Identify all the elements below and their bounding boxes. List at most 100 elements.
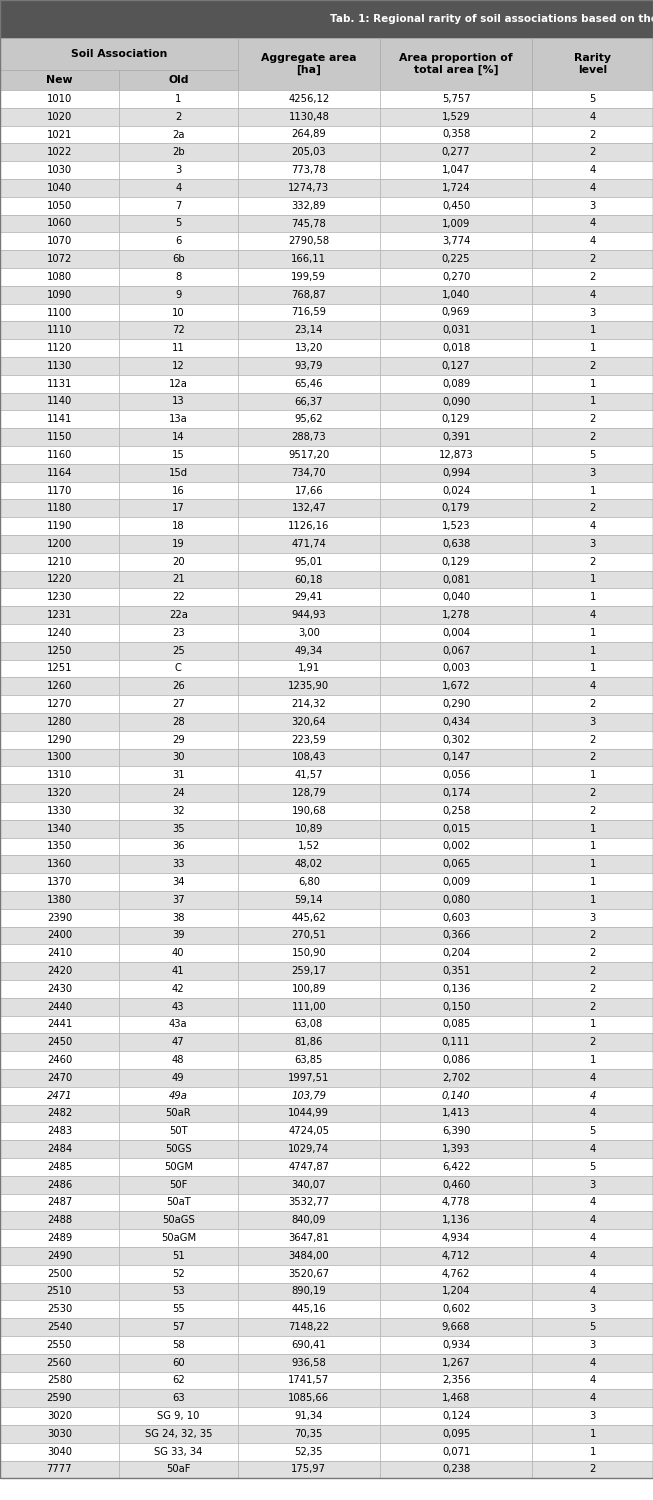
- Text: 50GM: 50GM: [164, 1162, 193, 1172]
- Text: 65,46: 65,46: [295, 378, 323, 388]
- Text: 0,238: 0,238: [442, 1464, 470, 1474]
- Bar: [532, 909, 653, 927]
- Text: 2: 2: [590, 948, 596, 958]
- Text: 0,270: 0,270: [442, 272, 470, 282]
- Bar: [532, 694, 653, 712]
- Text: 1,136: 1,136: [442, 1215, 470, 1225]
- Bar: [532, 482, 653, 500]
- Text: New: New: [46, 75, 72, 86]
- Bar: [0, 1300, 119, 1318]
- Bar: [532, 802, 653, 820]
- Bar: [380, 1300, 532, 1318]
- Bar: [238, 766, 380, 784]
- Text: 0,071: 0,071: [442, 1446, 470, 1456]
- Text: 40: 40: [172, 948, 185, 958]
- Bar: [380, 1104, 532, 1122]
- Bar: [238, 606, 380, 624]
- Text: 21: 21: [172, 574, 185, 585]
- Text: 0,015: 0,015: [442, 824, 470, 834]
- Text: 14: 14: [172, 432, 185, 442]
- Bar: [0, 126, 119, 144]
- Text: 223,59: 223,59: [291, 735, 326, 744]
- Bar: [532, 1300, 653, 1318]
- Bar: [0, 891, 119, 909]
- Bar: [0, 1264, 119, 1282]
- Text: 2484: 2484: [47, 1144, 72, 1154]
- Text: 11: 11: [172, 344, 185, 352]
- Text: 2488: 2488: [47, 1215, 72, 1225]
- Text: 5: 5: [590, 450, 596, 460]
- Bar: [119, 214, 238, 232]
- Bar: [532, 108, 653, 126]
- Bar: [238, 160, 380, 178]
- Text: 3520,67: 3520,67: [289, 1269, 329, 1278]
- Bar: [0, 1212, 119, 1228]
- Text: 49,34: 49,34: [295, 645, 323, 656]
- Bar: [0, 214, 119, 232]
- Bar: [532, 1088, 653, 1104]
- Bar: [119, 1282, 238, 1300]
- Bar: [238, 1104, 380, 1122]
- Bar: [119, 748, 238, 766]
- Text: 72: 72: [172, 326, 185, 336]
- Bar: [238, 286, 380, 303]
- Bar: [119, 339, 238, 357]
- Bar: [380, 1158, 532, 1176]
- Text: 2530: 2530: [47, 1305, 72, 1314]
- Bar: [0, 624, 119, 642]
- Bar: [0, 1016, 119, 1034]
- Bar: [380, 303, 532, 321]
- Text: 2482: 2482: [47, 1108, 72, 1119]
- Bar: [380, 500, 532, 517]
- Text: 43a: 43a: [169, 1020, 187, 1029]
- Bar: [238, 38, 380, 90]
- Text: 0,024: 0,024: [442, 486, 470, 495]
- Bar: [0, 108, 119, 126]
- Text: Area proportion of
total area [%]: Area proportion of total area [%]: [399, 53, 513, 75]
- Text: 62: 62: [172, 1376, 185, 1386]
- Text: 3: 3: [175, 165, 182, 176]
- Text: 1: 1: [590, 645, 596, 656]
- Bar: [238, 945, 380, 962]
- Text: 2483: 2483: [47, 1126, 72, 1137]
- Text: 936,58: 936,58: [291, 1358, 326, 1368]
- Text: 270,51: 270,51: [291, 930, 326, 940]
- Bar: [380, 712, 532, 730]
- Bar: [380, 108, 532, 126]
- Text: 3484,00: 3484,00: [289, 1251, 329, 1262]
- Text: 3647,81: 3647,81: [289, 1233, 329, 1244]
- Text: 2: 2: [590, 984, 596, 994]
- Text: 0,111: 0,111: [442, 1038, 470, 1047]
- Bar: [119, 1088, 238, 1104]
- Text: 50GS: 50GS: [165, 1144, 191, 1154]
- Text: 0,602: 0,602: [442, 1305, 470, 1314]
- Bar: [532, 730, 653, 748]
- Text: 2487: 2487: [47, 1197, 72, 1208]
- Text: 1140: 1140: [47, 396, 72, 406]
- Bar: [238, 303, 380, 321]
- Bar: [119, 375, 238, 393]
- Text: 0,136: 0,136: [442, 984, 470, 994]
- Bar: [0, 196, 119, 214]
- Text: 2: 2: [175, 111, 182, 122]
- Text: 2: 2: [590, 504, 596, 513]
- Bar: [119, 90, 238, 108]
- Text: 2a: 2a: [172, 129, 185, 140]
- Text: 0,089: 0,089: [442, 378, 470, 388]
- Text: 17: 17: [172, 504, 185, 513]
- Text: 57: 57: [172, 1322, 185, 1332]
- Text: 2: 2: [590, 735, 596, 744]
- Text: 0,179: 0,179: [442, 504, 470, 513]
- Text: 259,17: 259,17: [291, 966, 326, 976]
- Bar: [0, 1371, 119, 1389]
- Bar: [0, 1425, 119, 1443]
- Text: 0,391: 0,391: [442, 432, 470, 442]
- Bar: [0, 1443, 119, 1461]
- Text: 4,934: 4,934: [442, 1233, 470, 1244]
- Text: 1085,66: 1085,66: [289, 1394, 329, 1404]
- Bar: [532, 339, 653, 357]
- Text: 1,393: 1,393: [442, 1144, 470, 1154]
- Text: 199,59: 199,59: [291, 272, 326, 282]
- Text: 3: 3: [590, 1305, 596, 1314]
- Bar: [238, 821, 380, 837]
